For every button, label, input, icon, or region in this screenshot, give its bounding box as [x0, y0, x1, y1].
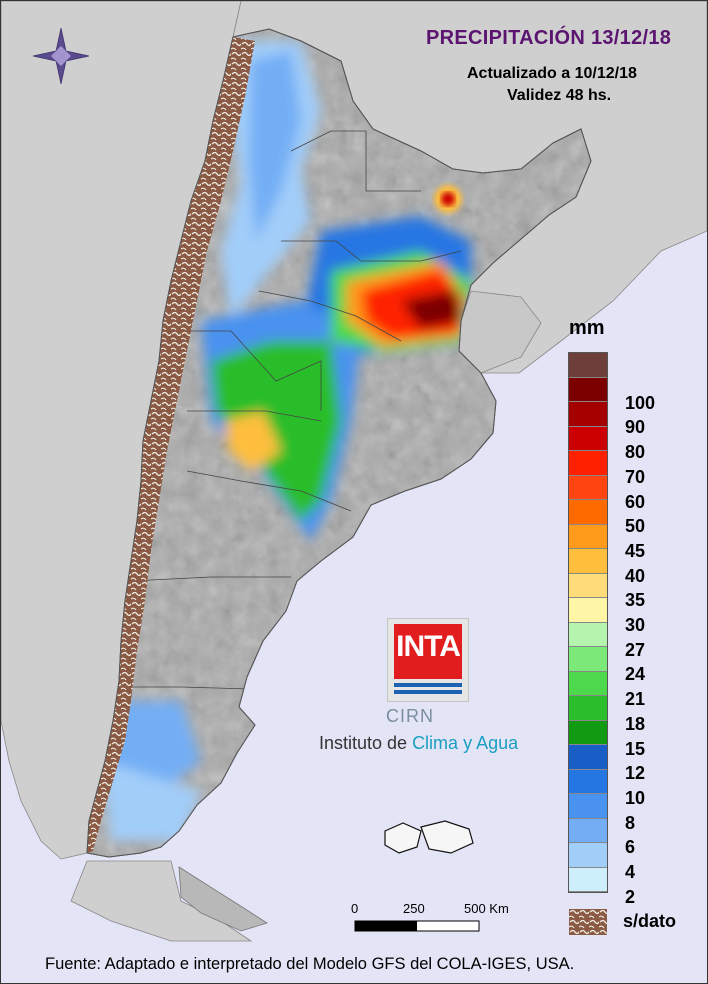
update-date: Actualizado a 10/12/18	[467, 65, 637, 82]
legend-swatch-14	[569, 696, 607, 721]
legend-unit: mm	[569, 317, 605, 339]
institute-name: Instituto de Clima y Agua	[319, 733, 519, 753]
legend-swatch-11	[569, 622, 607, 647]
legend-label-21: 21	[625, 689, 646, 710]
legend-swatch-3	[569, 426, 607, 451]
nodata-label: s/dato	[623, 911, 677, 931]
legend-label-100: 100	[625, 392, 656, 413]
legend-swatch-18	[569, 794, 607, 819]
cirn-logo-text: CIRN	[386, 706, 434, 726]
inta-logo-text: INTA	[396, 630, 461, 663]
scale-label-0: 0	[351, 901, 359, 916]
legend-swatch-17	[569, 769, 607, 794]
legend-label-10: 10	[625, 787, 646, 808]
nodata-swatch	[569, 909, 607, 935]
validity-label: Validez 48 hs.	[507, 87, 612, 104]
legend-swatch-0	[569, 353, 607, 378]
legend-swatch-1	[569, 377, 607, 402]
legend-swatch-16	[569, 745, 607, 770]
legend-label-50: 50	[625, 516, 646, 537]
tierra-del-fuego	[70, 860, 253, 942]
source-footer: Fuente: Adaptado e interpretado del Mode…	[45, 955, 575, 973]
legend-label-45: 45	[625, 540, 646, 561]
legend-swatch-7	[569, 524, 607, 549]
legend-swatch-15	[569, 720, 607, 745]
legend-swatch-10	[569, 598, 607, 623]
legend-swatch-13	[569, 671, 607, 696]
scale-label-500: 500 Km	[464, 901, 509, 916]
legend-label-12: 12	[625, 763, 646, 784]
legend-label-27: 27	[625, 639, 646, 660]
scale-bar	[354, 920, 480, 932]
legend-swatch-4	[569, 451, 607, 476]
legend-swatch-12	[569, 647, 607, 672]
legend-label-4: 4	[625, 862, 636, 882]
institute-highlight: Clima y Agua	[412, 733, 519, 753]
legend-color-bar	[568, 352, 608, 893]
tierra-del-fuego-argentina	[178, 866, 268, 932]
legend-label-6: 6	[625, 837, 636, 858]
legend-swatch-6	[569, 500, 607, 525]
legend-label-2: 2	[625, 886, 636, 907]
legend-label-60: 60	[625, 491, 646, 512]
legend-label-90: 90	[625, 417, 646, 438]
legend-label-24: 24	[625, 664, 646, 685]
map-title: PRECIPITACIÓN 13/12/18	[426, 27, 672, 49]
legend-label-8: 8	[625, 812, 636, 833]
malvinas-islands	[384, 820, 474, 854]
scale-label-250: 250	[403, 901, 425, 916]
legend-swatch-8	[569, 549, 607, 574]
legend-swatch-19	[569, 818, 607, 843]
legend-label-15: 15	[625, 738, 646, 759]
legend-swatch-21	[569, 867, 607, 892]
inta-logo: INTA	[387, 618, 469, 702]
legend-swatch-2	[569, 402, 607, 427]
legend-label-30: 30	[625, 615, 646, 635]
legend-label-18: 18	[625, 713, 646, 734]
legend-swatch-5	[569, 475, 607, 500]
legend-swatch-20	[569, 843, 607, 868]
compass-rose-icon	[32, 27, 90, 85]
legend-label-80: 80	[625, 442, 646, 463]
legend-label-35: 35	[625, 590, 646, 611]
legend-label-40: 40	[625, 565, 646, 586]
legend-label-70: 70	[625, 466, 646, 487]
legend-swatch-9	[569, 573, 607, 598]
